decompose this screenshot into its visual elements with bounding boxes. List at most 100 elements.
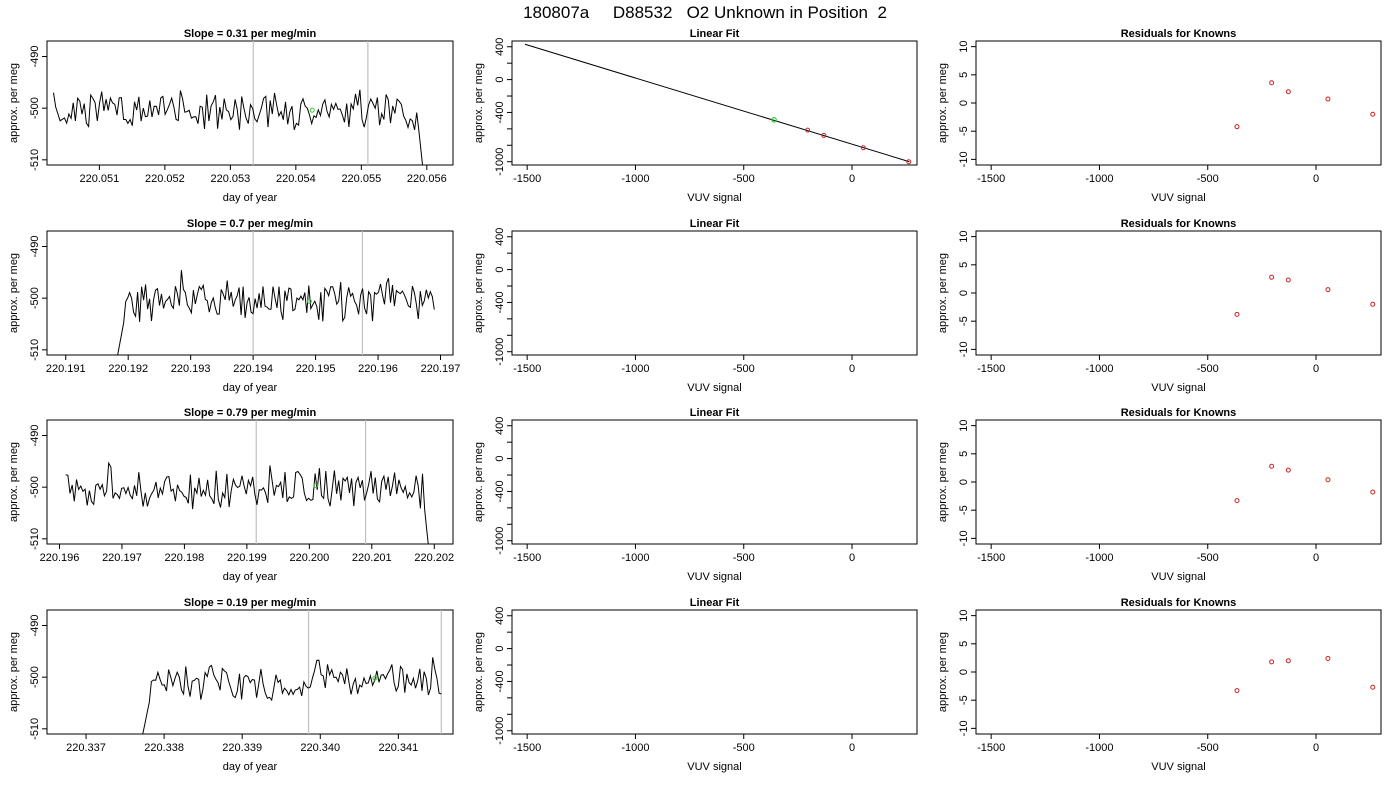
y-tick-label: 10 <box>958 231 970 243</box>
x-tick-label: -1000 <box>1085 742 1113 754</box>
known-point <box>1370 301 1376 307</box>
panel-title: Residuals for Knowns <box>1121 407 1237 419</box>
y-tick-label: 5 <box>958 262 970 268</box>
x-axis-label: VUV signal <box>1151 382 1205 394</box>
x-tick-label: 0 <box>849 363 855 375</box>
x-tick-label: 220.338 <box>144 742 184 754</box>
known-point <box>806 318 810 322</box>
plot-frame <box>46 609 454 735</box>
x-tick-label: 220.202 <box>414 552 454 564</box>
timeseries-panel: Slope = 0.19 per meg/min 220.337 220.338 22… <box>8 597 454 773</box>
panel-row-1: Slope = 0.31 per meg/min 220.051 220.052 22… <box>8 28 1382 204</box>
fit-line <box>524 43 910 163</box>
y-axis-label: approx. per meg <box>473 253 485 333</box>
x-tick-label: 220.197 <box>421 363 461 375</box>
plot-frame <box>975 230 1382 356</box>
y-tick-label: -5 <box>958 316 970 326</box>
x-axis-label: day of year <box>223 761 278 773</box>
x-tick-label: 220.339 <box>222 742 262 754</box>
known-point <box>822 512 826 516</box>
y-tick-label: -500 <box>29 666 41 688</box>
x-tick-label: 0 <box>849 552 855 564</box>
x-tick-label: 0 <box>1313 552 1319 564</box>
panel-row-2: Slope = 0.7 per meg/min 220.191 220.192 220… <box>8 218 1382 394</box>
panel-row-3: Slope = 0.79 per meg/min 220.196 220.197 22… <box>8 407 1382 583</box>
x-axis-label: VUV signal <box>687 571 741 583</box>
y-axis-label: approx. per meg <box>937 442 949 522</box>
known-point <box>1269 659 1275 665</box>
unknown-marker <box>306 298 312 304</box>
panel-title: Linear Fit <box>690 218 740 230</box>
plot-area <box>1234 463 1376 504</box>
x-tick-label: -500 <box>1197 173 1219 185</box>
x-tick-label: -1500 <box>977 742 1005 754</box>
known-point <box>1325 655 1331 661</box>
x-tick-label: -1500 <box>977 173 1005 185</box>
known-point <box>806 507 810 511</box>
residuals-panel: Residuals for Knowns -1500 -1000 -500 0 10 5 0 -… <box>937 407 1382 583</box>
x-tick-label: -1000 <box>1085 552 1113 564</box>
panel-title: Linear Fit <box>690 597 740 609</box>
y-tick-label: -1000 <box>494 148 506 176</box>
y-tick-label: -400 <box>494 291 506 313</box>
y-axis-label: approx. per meg <box>937 63 949 143</box>
x-tick-label: 220.054 <box>276 173 316 185</box>
x-tick-label: -500 <box>1197 363 1219 375</box>
series-line <box>65 461 429 544</box>
plot-frame <box>511 230 918 356</box>
y-tick-label: 5 <box>958 451 970 457</box>
known-point <box>1285 277 1291 283</box>
plot-area <box>525 613 911 732</box>
unknown-marker <box>313 483 319 489</box>
known-point <box>805 127 811 133</box>
known-point <box>1234 124 1240 130</box>
y-tick-label: -400 <box>494 670 506 692</box>
y-tick-label: -10 <box>958 530 970 546</box>
panel-title: Linear Fit <box>690 28 740 40</box>
panel-title: Residuals for Knowns <box>1121 28 1237 40</box>
y-axis-label: approx. per meg <box>473 63 485 143</box>
plot-frame <box>46 40 454 166</box>
plot-area <box>53 41 424 165</box>
x-tick-label: -500 <box>733 552 755 564</box>
fit-line <box>525 423 909 540</box>
panel-title: Linear Fit <box>690 407 740 419</box>
x-tick-label: -1500 <box>977 552 1005 564</box>
y-axis-label: approx. per meg <box>8 632 20 712</box>
y-axis-label: approx. per meg <box>937 253 949 333</box>
panel-title: Slope = 0.31 per meg/min <box>184 28 317 40</box>
x-tick-label: -500 <box>733 363 755 375</box>
x-tick-label: -1500 <box>513 742 541 754</box>
known-point <box>861 715 865 719</box>
x-tick-label: 220.196 <box>40 552 80 564</box>
x-tick-label: 220.051 <box>80 173 120 185</box>
y-tick-label: -490 <box>29 45 41 67</box>
linear-fit-panel: Linear Fit -1500 -1000 -500 0 400 0 -400 -1000 VU… <box>473 28 918 204</box>
y-axis-label: approx. per meg <box>8 63 20 143</box>
panel-title: Slope = 0.79 per meg/min <box>184 407 317 419</box>
fit-line <box>525 234 909 351</box>
known-point <box>1370 489 1376 495</box>
y-tick-label: -400 <box>494 480 506 502</box>
known-point <box>1325 477 1331 483</box>
known-point <box>1325 96 1331 102</box>
x-tick-label: -1000 <box>621 742 649 754</box>
unknown-point <box>771 117 777 123</box>
y-tick-label: 0 <box>958 479 970 485</box>
known-point <box>1269 80 1275 86</box>
panel-title: Residuals for Knowns <box>1121 597 1237 609</box>
y-tick-label: 0 <box>958 669 970 675</box>
x-tick-label: -500 <box>1197 552 1219 564</box>
known-point <box>1325 287 1331 293</box>
known-point <box>806 697 810 701</box>
x-tick-label: 0 <box>849 742 855 754</box>
plot-frame <box>511 609 918 735</box>
known-point <box>1269 463 1275 469</box>
plot-frame <box>975 419 1382 545</box>
figure-title: 180807a D88532 O2 Unknown in Position 2 <box>523 3 887 22</box>
x-tick-label: 220.341 <box>378 742 418 754</box>
y-tick-label: -10 <box>958 151 970 167</box>
y-tick-label: -510 <box>29 149 41 171</box>
y-tick-label: -5 <box>958 505 970 515</box>
